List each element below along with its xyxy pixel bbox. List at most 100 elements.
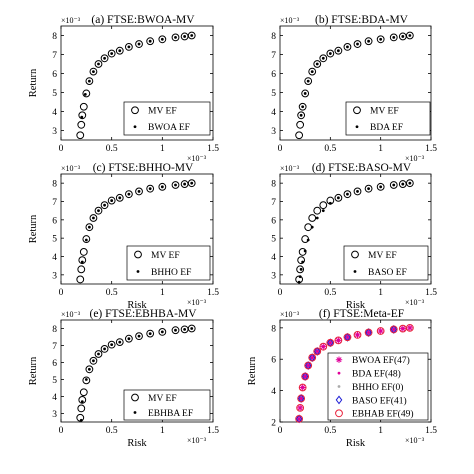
data-point <box>308 67 317 76</box>
data-point <box>376 35 385 44</box>
y-tick-label: 4 <box>52 108 57 118</box>
y-exponent-label: ×10⁻³ <box>61 164 81 173</box>
legend-marker <box>134 250 142 259</box>
y-tick-label: 8 <box>271 32 276 42</box>
legend-marker <box>335 356 343 363</box>
data-point <box>299 397 303 400</box>
x-tick-label: 0.5 <box>106 288 118 298</box>
legend-entry: BDA EF <box>370 123 403 133</box>
data-point <box>100 345 109 353</box>
data-point <box>118 49 122 53</box>
data-point <box>299 267 303 271</box>
data-point <box>92 70 95 73</box>
data-point <box>308 353 317 362</box>
legend-box <box>327 352 429 421</box>
x-tick-label: 1 <box>160 288 165 298</box>
data-point <box>297 256 306 265</box>
y-tick-label: 7 <box>271 51 276 61</box>
data-point <box>301 105 305 109</box>
data-point <box>158 328 167 336</box>
data-point <box>298 102 307 111</box>
data-point <box>405 323 414 332</box>
data-point <box>296 265 305 274</box>
data-point <box>78 396 87 404</box>
data-point <box>314 348 321 355</box>
data-point <box>356 333 359 337</box>
data-point <box>171 326 180 335</box>
series-4 <box>295 323 414 423</box>
data-point <box>343 43 352 51</box>
data-point <box>110 343 114 347</box>
data-point <box>174 36 177 39</box>
y-tick-label: 4 <box>271 253 276 263</box>
data-point <box>376 182 385 191</box>
legend-marker <box>337 371 341 375</box>
legend-marker <box>353 106 361 115</box>
y-tick-label: 7 <box>271 198 276 208</box>
data-point <box>171 181 180 189</box>
y-tick-label: 3 <box>271 127 276 137</box>
x-tick-label: 0 <box>278 426 283 436</box>
data-point <box>89 67 98 76</box>
data-point <box>107 196 116 205</box>
data-point <box>160 185 164 189</box>
data-point <box>295 131 304 140</box>
y-tick-label: 4 <box>271 387 276 397</box>
x-axis-label: Risk <box>346 300 366 311</box>
data-point <box>297 394 306 403</box>
y-tick-label: 2 <box>271 419 276 429</box>
x-tick-label: 1.5 <box>425 288 437 298</box>
data-point <box>87 225 91 229</box>
x-exponent-label: ×10⁻³ <box>405 436 425 445</box>
legend-entry: BASO EF(41) <box>352 395 407 406</box>
data-point <box>367 187 370 191</box>
data-point <box>392 183 396 187</box>
legend-entry: MV EF <box>148 394 177 404</box>
data-point <box>326 49 335 58</box>
x-tick-label: 1 <box>378 288 383 298</box>
data-point <box>76 131 85 140</box>
data-point <box>301 260 305 264</box>
data-point <box>389 181 398 189</box>
data-point <box>379 37 383 41</box>
data-point <box>124 190 133 199</box>
data-point <box>115 193 124 202</box>
y-tick-label: 5 <box>52 89 57 99</box>
x-tick-label: 0 <box>59 144 64 154</box>
y-tick-label: 6 <box>271 216 276 226</box>
series-0 <box>76 31 196 140</box>
data-point <box>346 45 349 49</box>
y-axis-label: Return <box>28 214 39 243</box>
legend-box <box>123 389 211 421</box>
data-point <box>174 183 177 187</box>
y-tick-label: 8 <box>52 325 57 335</box>
data-point <box>89 214 98 222</box>
data-point <box>313 347 322 356</box>
series-1 <box>80 181 194 264</box>
data-point <box>118 196 122 200</box>
data-point <box>346 192 349 196</box>
data-point <box>353 331 362 339</box>
data-point <box>78 256 87 265</box>
y-tick-label: 5 <box>271 235 276 245</box>
data-point <box>146 329 155 338</box>
series-1 <box>299 327 405 400</box>
data-point <box>299 113 303 117</box>
legend-marker <box>337 385 341 388</box>
data-point <box>299 384 306 391</box>
data-point <box>310 70 314 73</box>
legend-entry: BHHO EF <box>151 268 191 278</box>
data-point <box>301 89 310 98</box>
y-tick-label: 8 <box>271 324 276 334</box>
y-exponent-label: ×10⁻³ <box>61 310 81 319</box>
data-point <box>160 330 164 334</box>
y-tick-label: 4 <box>271 108 276 118</box>
data-point <box>79 388 88 397</box>
data-point <box>79 102 88 111</box>
y-axis-label: Return <box>28 68 39 97</box>
y-tick-label: 6 <box>271 70 276 80</box>
data-point <box>77 120 86 129</box>
